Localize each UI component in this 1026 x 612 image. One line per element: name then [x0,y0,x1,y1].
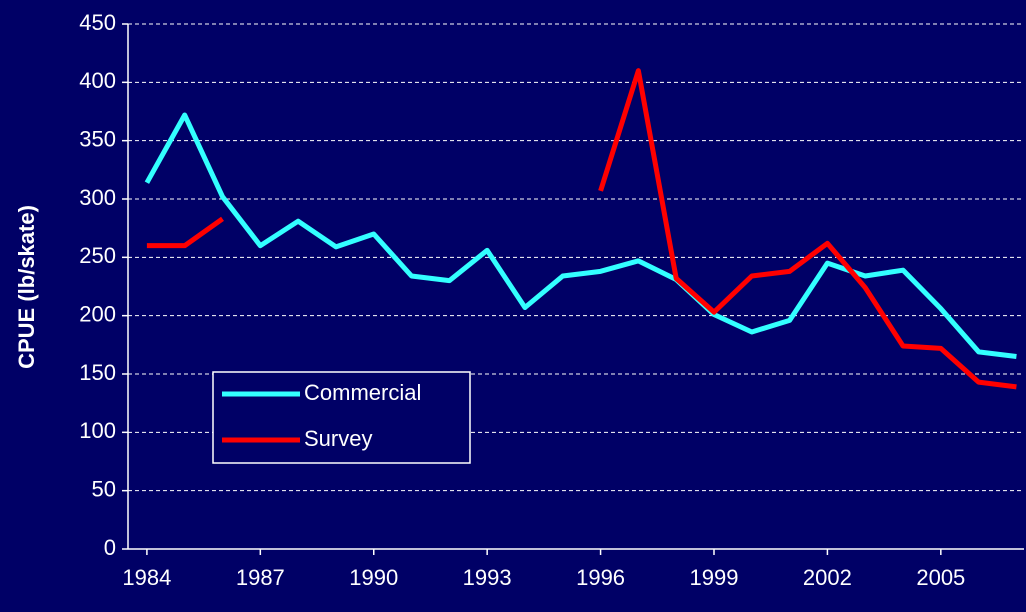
line-series [144,112,1017,359]
legend-label: Survey [304,426,372,451]
y-tick-label: 450 [79,10,116,35]
x-tick-label: 1990 [349,565,398,590]
y-tick-label: 400 [79,68,116,93]
x-tick-label: 1987 [236,565,285,590]
x-tick-label: 1984 [122,565,171,590]
legend-label: Commercial [304,380,421,405]
x-tick-label: 2005 [916,565,965,590]
x-tick-label: 1996 [576,565,625,590]
y-tick-label: 200 [79,301,116,326]
y-tick-label: 100 [79,418,116,443]
y-axis-label: CPUE (lb/skate) [14,205,39,369]
y-tick-label: 300 [79,185,116,210]
y-tick-label: 250 [79,243,116,268]
x-tick-label: 2002 [803,565,852,590]
line-series [146,68,1017,390]
y-tick-label: 0 [104,535,116,560]
x-tick-label: 1999 [690,565,739,590]
legend-box [212,371,471,464]
x-tick-label: 1993 [463,565,512,590]
y-tick-label: 50 [92,476,116,501]
y-tick-label: 350 [79,126,116,151]
y-tick-label: 150 [79,360,116,385]
